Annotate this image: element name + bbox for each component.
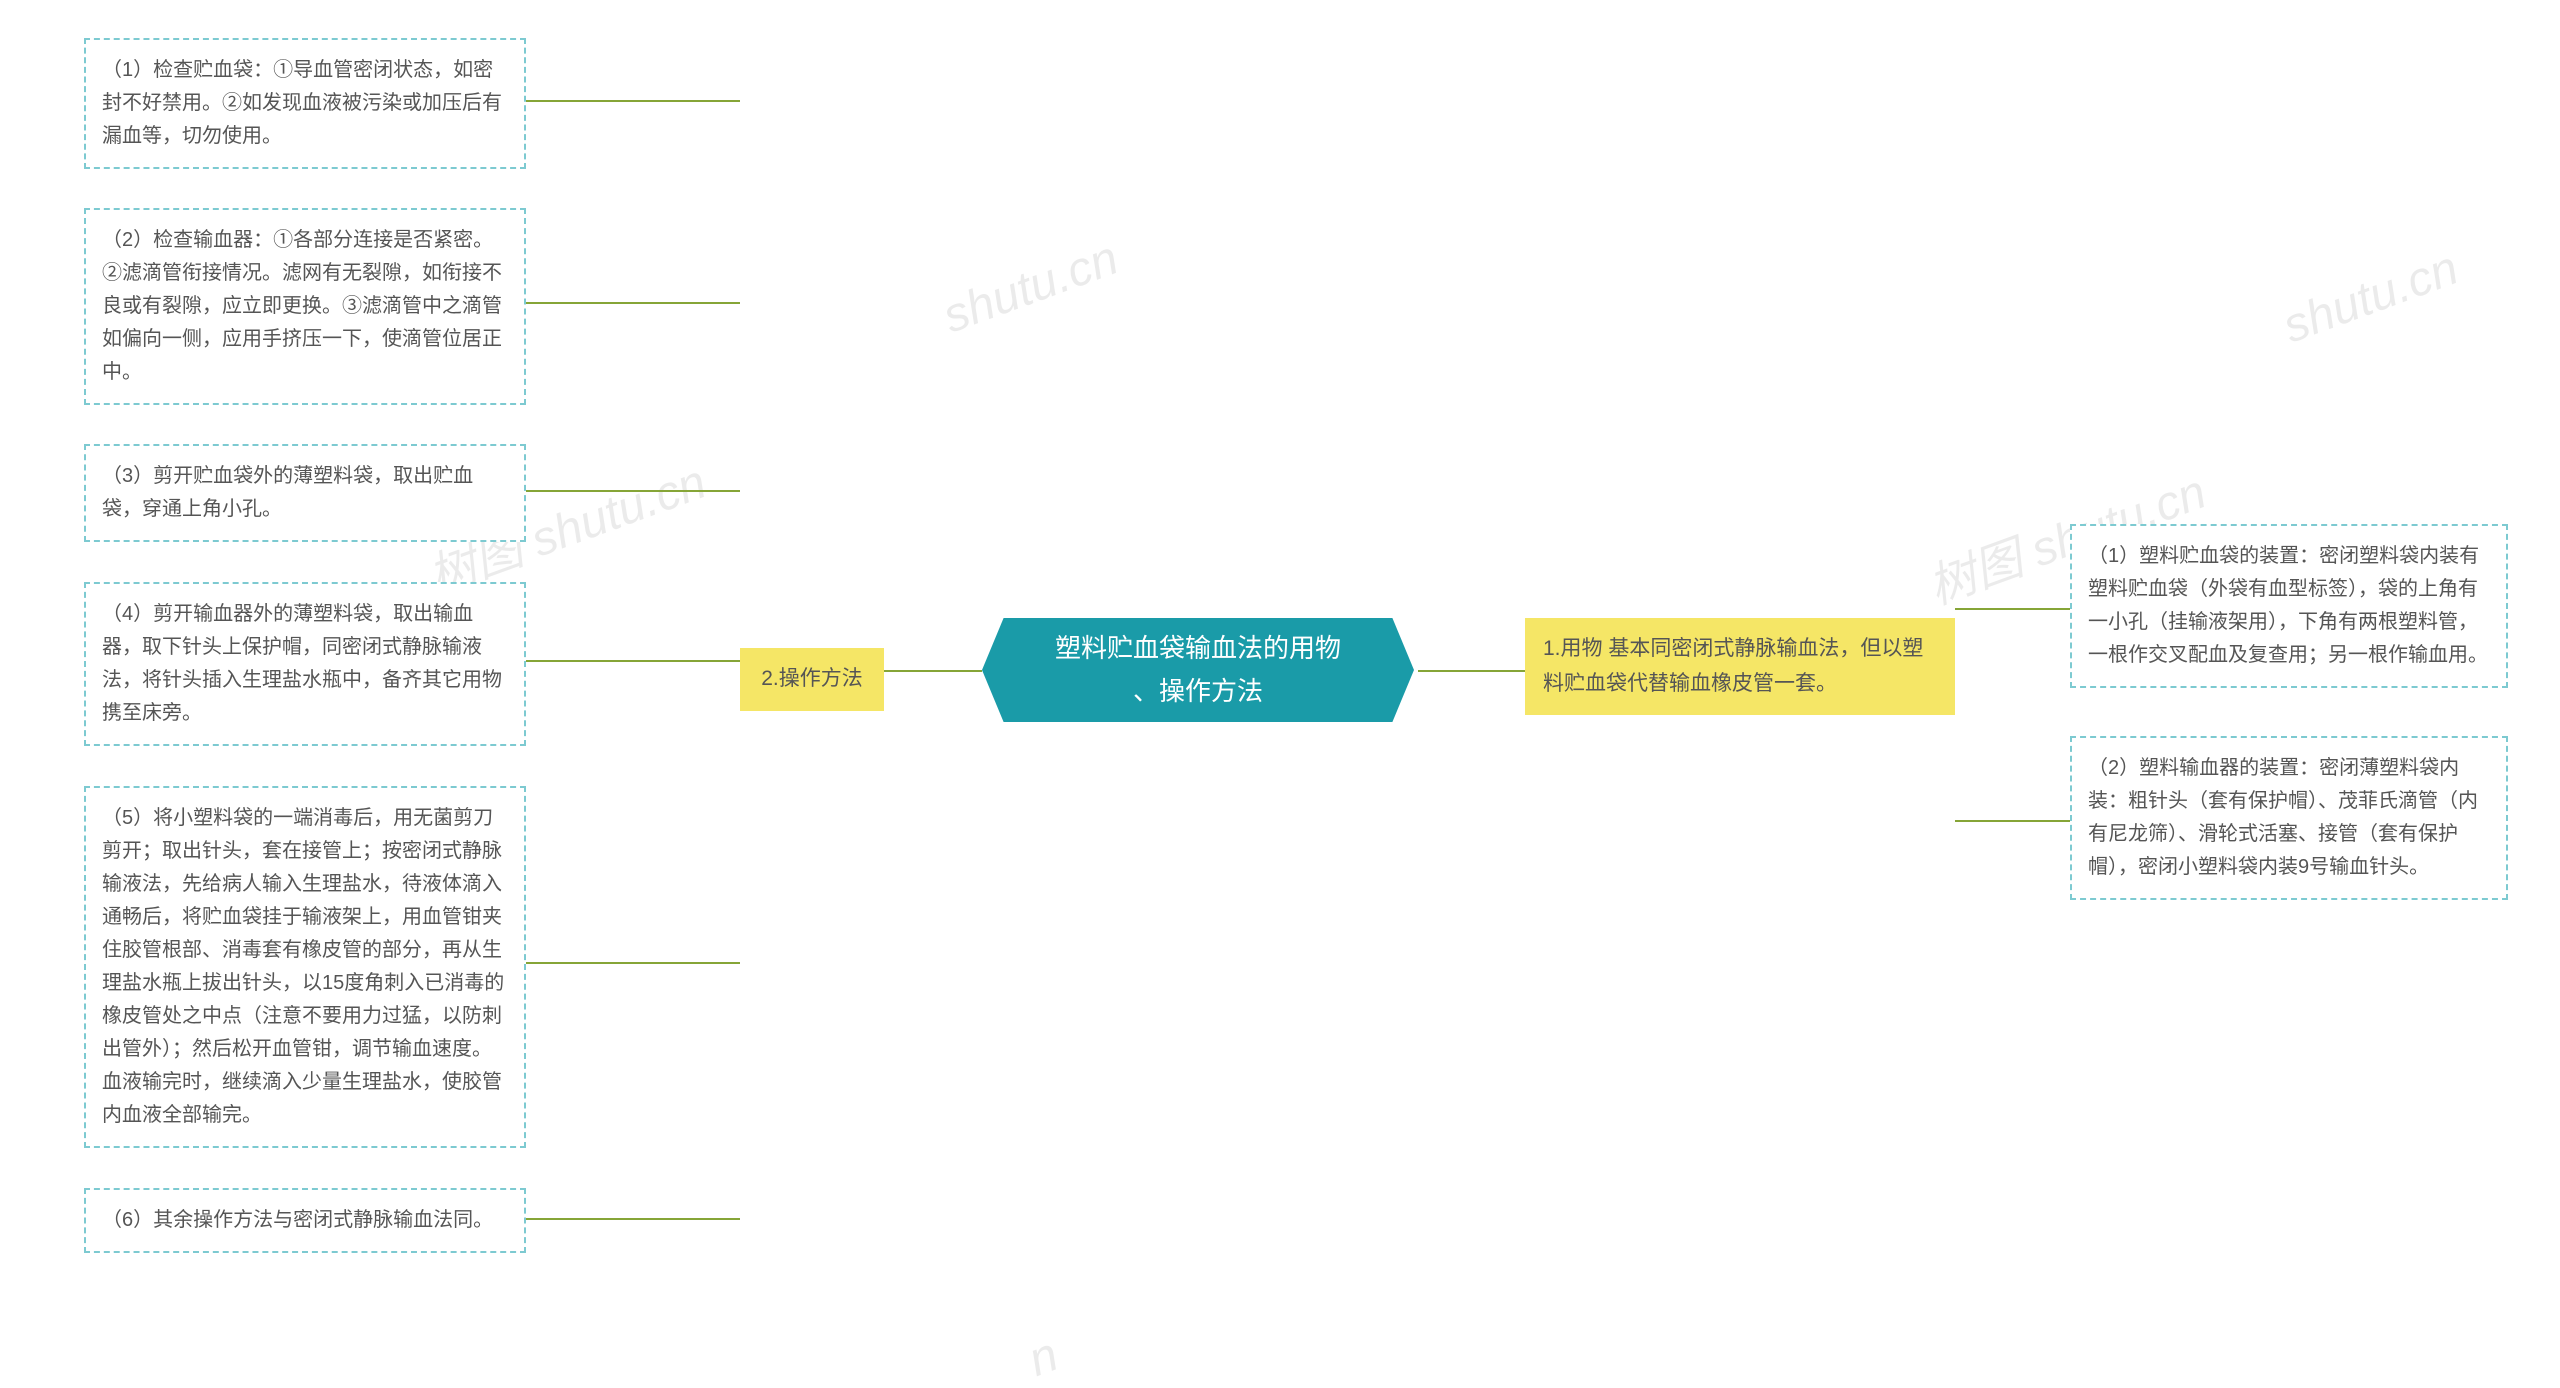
connector	[526, 490, 740, 492]
connector	[526, 302, 740, 304]
leaf-right-1[interactable]: （1）塑料贮血袋的装置：密闭塑料袋内装有塑料贮血袋（外袋有血型标签），袋的上角有…	[2070, 524, 2508, 688]
leaf-left-3[interactable]: （3）剪开贮血袋外的薄塑料袋，取出贮血袋，穿通上角小孔。	[84, 444, 526, 542]
branch-right[interactable]: 1.用物 基本同密闭式静脉输血法，但以塑料贮血袋代替输血橡皮管一套。	[1525, 618, 1955, 715]
connector	[884, 670, 982, 672]
leaf-text: （1）塑料贮血袋的装置：密闭塑料袋内装有塑料贮血袋（外袋有血型标签），袋的上角有…	[2088, 545, 2488, 666]
branch-right-label: 1.用物 基本同密闭式静脉输血法，但以塑料贮血袋代替输血橡皮管一套。	[1543, 637, 1923, 695]
center-topic[interactable]: 塑料贮血袋输血法的用物 、操作方法	[982, 618, 1414, 722]
connector	[526, 100, 740, 102]
leaf-text: （4）剪开输血器外的薄塑料袋，取出输血器，取下针头上保护帽，同密闭式静脉输液法，…	[102, 603, 502, 724]
connector	[1418, 670, 1525, 672]
leaf-text: （2）检查输血器：①各部分连接是否紧密。②滤滴管衔接情况。滤网有无裂隙，如衔接不…	[102, 229, 502, 383]
connector	[526, 962, 740, 964]
leaf-text: （3）剪开贮血袋外的薄塑料袋，取出贮血袋，穿通上角小孔。	[102, 465, 473, 520]
leaf-left-6[interactable]: （6）其余操作方法与密闭式静脉输血法同。	[84, 1188, 526, 1253]
leaf-text: （1）检查贮血袋：①导血管密闭状态，如密封不好禁用。②如发现血液被污染或加压后有…	[102, 59, 502, 147]
leaf-left-2[interactable]: （2）检查输血器：①各部分连接是否紧密。②滤滴管衔接情况。滤网有无裂隙，如衔接不…	[84, 208, 526, 405]
connector	[1955, 820, 2070, 822]
watermark: shutu.cn	[2276, 241, 2465, 355]
connector	[1955, 608, 2070, 610]
connector	[526, 1218, 740, 1220]
leaf-left-1[interactable]: （1）检查贮血袋：①导血管密闭状态，如密封不好禁用。②如发现血液被污染或加压后有…	[84, 38, 526, 169]
watermark: shutu.cn	[936, 231, 1125, 345]
leaf-text: （2）塑料输血器的装置：密闭薄塑料袋内装：粗针头（套有保护帽）、茂菲氏滴管（内有…	[2088, 757, 2478, 878]
branch-left[interactable]: 2.操作方法	[740, 648, 884, 711]
connector	[526, 660, 740, 662]
leaf-left-5[interactable]: （5）将小塑料袋的一端消毒后，用无菌剪刀剪开；取出针头，套在接管上；按密闭式静脉…	[84, 786, 526, 1148]
leaf-right-2[interactable]: （2）塑料输血器的装置：密闭薄塑料袋内装：粗针头（套有保护帽）、茂菲氏滴管（内有…	[2070, 736, 2508, 900]
leaf-text: （6）其余操作方法与密闭式静脉输血法同。	[102, 1209, 493, 1231]
watermark: n	[1021, 1327, 1065, 1388]
leaf-text: （5）将小塑料袋的一端消毒后，用无菌剪刀剪开；取出针头，套在接管上；按密闭式静脉…	[102, 807, 504, 1126]
center-topic-text: 塑料贮血袋输血法的用物 、操作方法	[1055, 627, 1341, 713]
branch-left-label: 2.操作方法	[761, 667, 863, 690]
leaf-left-4[interactable]: （4）剪开输血器外的薄塑料袋，取出输血器，取下针头上保护帽，同密闭式静脉输液法，…	[84, 582, 526, 746]
